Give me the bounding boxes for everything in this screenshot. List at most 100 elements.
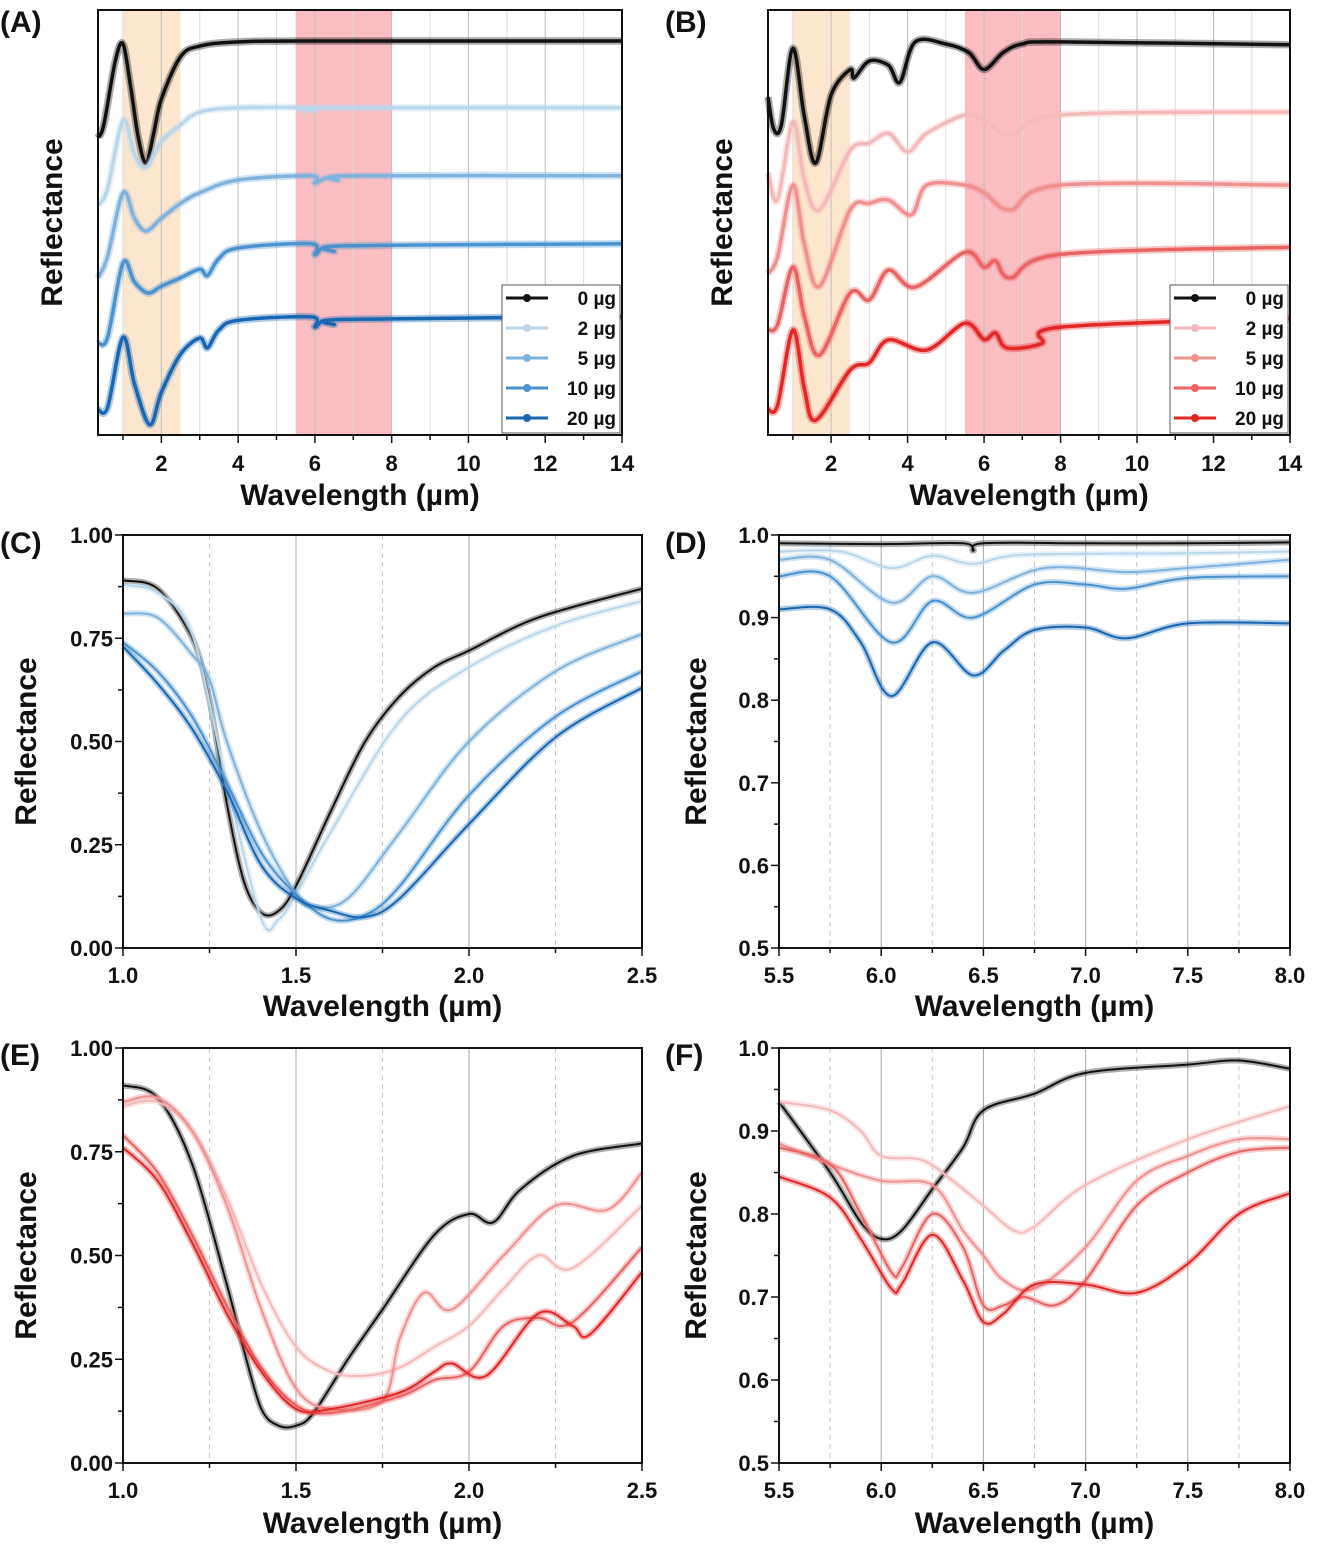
series-line-1 xyxy=(96,105,623,207)
panel-e: 0.00 0.25 0.50 0.75 1.00 1.0 1.5 2.0 2.5 (E) Refle… xyxy=(0,1036,657,1540)
series-line-1 xyxy=(122,1099,643,1378)
x-tick-label: 2.5 xyxy=(627,963,658,988)
panel-label: (E) xyxy=(0,1039,40,1072)
legend-marker xyxy=(1191,294,1199,302)
y-tick-label: 0.5 xyxy=(738,1451,769,1476)
highlight-band xyxy=(122,10,181,435)
x-tick-label: 8.0 xyxy=(1275,1478,1306,1503)
panel-label: (D) xyxy=(665,527,707,560)
series-line-2 xyxy=(778,555,1291,604)
panel-label: (C) xyxy=(0,527,42,560)
legend-label: 5 µg xyxy=(1246,349,1284,370)
x-axis-title: Wavelength (µm) xyxy=(909,479,1149,512)
legend-label: 0 µg xyxy=(578,289,616,310)
panel-a: 2 4 6 8 10 12 14 0 µg 2 µg 5 µg 10 µg 20 µg (A) Refle… xyxy=(0,6,635,512)
y-tick-label: 0.25 xyxy=(70,833,113,858)
y-tick-label: 1.0 xyxy=(738,523,769,548)
plot-frame xyxy=(122,534,643,949)
y-axis-title: Reflectance xyxy=(680,657,713,825)
y-axis-title: Reflectance xyxy=(680,1171,713,1339)
legend-marker xyxy=(1191,384,1199,392)
series-line-0 xyxy=(96,39,623,165)
x-tick-label: 1.0 xyxy=(108,963,139,988)
x-tick-label: 1.5 xyxy=(281,1478,312,1503)
highlight-band xyxy=(295,10,392,435)
panel-label: (B) xyxy=(665,6,707,39)
series-line-0 xyxy=(766,37,1291,165)
legend-label: 5 µg xyxy=(578,349,616,370)
x-tick-label: 8.0 xyxy=(1275,963,1306,988)
y-tick-label: 0.75 xyxy=(70,626,113,651)
y-tick-label: 0.8 xyxy=(738,1202,769,1227)
series-line-2 xyxy=(778,1137,1291,1292)
x-tick-label: 8 xyxy=(1054,451,1066,476)
series-line-4 xyxy=(122,645,643,919)
y-tick-label: 0.5 xyxy=(738,936,769,961)
plot-frame xyxy=(778,534,1291,949)
y-tick-label: 0.50 xyxy=(70,1244,113,1269)
panel-c: 0.00 0.25 0.50 0.75 1.00 1.0 1.5 2.0 2.5 (C) Refle… xyxy=(0,523,657,1023)
legend: 0 µg 2 µg 5 µg 10 µg 20 µg xyxy=(501,284,621,434)
x-tick-label: 7.5 xyxy=(1173,963,1204,988)
x-tick-label: 6.5 xyxy=(968,963,999,988)
x-tick-label: 7.0 xyxy=(1070,1478,1101,1503)
y-axis-title: Reflectance xyxy=(706,138,739,306)
panel-label: (A) xyxy=(0,6,42,39)
series-line-2 xyxy=(766,180,1291,289)
y-tick-label: 0.7 xyxy=(738,771,769,796)
x-tick-label: 4 xyxy=(232,451,245,476)
y-axis-title: Reflectance xyxy=(10,1171,43,1339)
series-line-1 xyxy=(766,110,1291,213)
x-tick-label: 14 xyxy=(610,451,635,476)
legend-label: 20 µg xyxy=(1235,409,1284,430)
y-tick-label: 0.00 xyxy=(70,936,113,961)
x-axis-title: Wavelength (µm) xyxy=(263,1507,503,1540)
x-tick-label: 2 xyxy=(155,451,167,476)
series-line-3 xyxy=(767,245,1291,357)
highlight-band xyxy=(964,10,1061,435)
y-tick-label: 1.0 xyxy=(738,1036,769,1061)
x-tick-label: 2.0 xyxy=(454,963,485,988)
legend-label: 2 µg xyxy=(578,319,616,340)
x-tick-label: 7.5 xyxy=(1173,1478,1204,1503)
legend-marker xyxy=(1191,324,1199,332)
x-tick-label: 6 xyxy=(309,451,321,476)
legend-marker xyxy=(523,294,531,302)
series-line-0 xyxy=(778,541,1291,552)
legend-label: 10 µg xyxy=(1235,379,1284,400)
x-tick-label: 7.0 xyxy=(1070,963,1101,988)
legend-label: 10 µg xyxy=(567,379,616,400)
x-tick-label: 1.0 xyxy=(108,1478,139,1503)
series-line-4 xyxy=(97,314,623,427)
plot-frame xyxy=(778,1047,1291,1464)
series-line-4 xyxy=(778,1175,1291,1325)
y-tick-label: 0.9 xyxy=(738,1119,769,1144)
series-line-3 xyxy=(97,241,623,347)
legend-marker xyxy=(1191,414,1199,422)
series-line-1 xyxy=(778,549,1291,570)
x-tick-label: 4 xyxy=(901,451,914,476)
legend-marker xyxy=(523,354,531,362)
x-tick-label: 5.5 xyxy=(764,963,795,988)
y-tick-label: 0.50 xyxy=(70,730,113,755)
series-line-4 xyxy=(122,1146,643,1414)
x-tick-label: 5.5 xyxy=(764,1478,795,1503)
series-line-3 xyxy=(122,1134,643,1415)
x-tick-label: 1.5 xyxy=(281,963,312,988)
x-axis-title: Wavelength (µm) xyxy=(915,1507,1155,1540)
x-tick-label: 6.5 xyxy=(968,1478,999,1503)
x-tick-label: 6.0 xyxy=(866,1478,897,1503)
panel-f: 0.5 0.6 0.7 0.8 0.9 1.0 5.5 6.0 6.5 7.0 7.5 8.0 (F) R… xyxy=(665,1036,1305,1540)
legend-marker xyxy=(1191,354,1199,362)
y-tick-label: 1.00 xyxy=(70,1036,113,1061)
y-tick-label: 1.00 xyxy=(70,523,113,548)
panel-label: (F) xyxy=(665,1039,703,1072)
x-tick-label: 10 xyxy=(1125,451,1149,476)
legend-marker xyxy=(523,384,531,392)
x-axis-title: Wavelength (µm) xyxy=(240,479,480,512)
y-tick-label: 0.8 xyxy=(738,688,769,713)
series-line-1 xyxy=(778,1100,1291,1234)
y-tick-label: 0.75 xyxy=(70,1140,113,1165)
panel-b: 2 4 6 8 10 12 14 0 µg 2 µg 5 µg 10 µg 20 µg (B) Refle… xyxy=(665,6,1303,512)
